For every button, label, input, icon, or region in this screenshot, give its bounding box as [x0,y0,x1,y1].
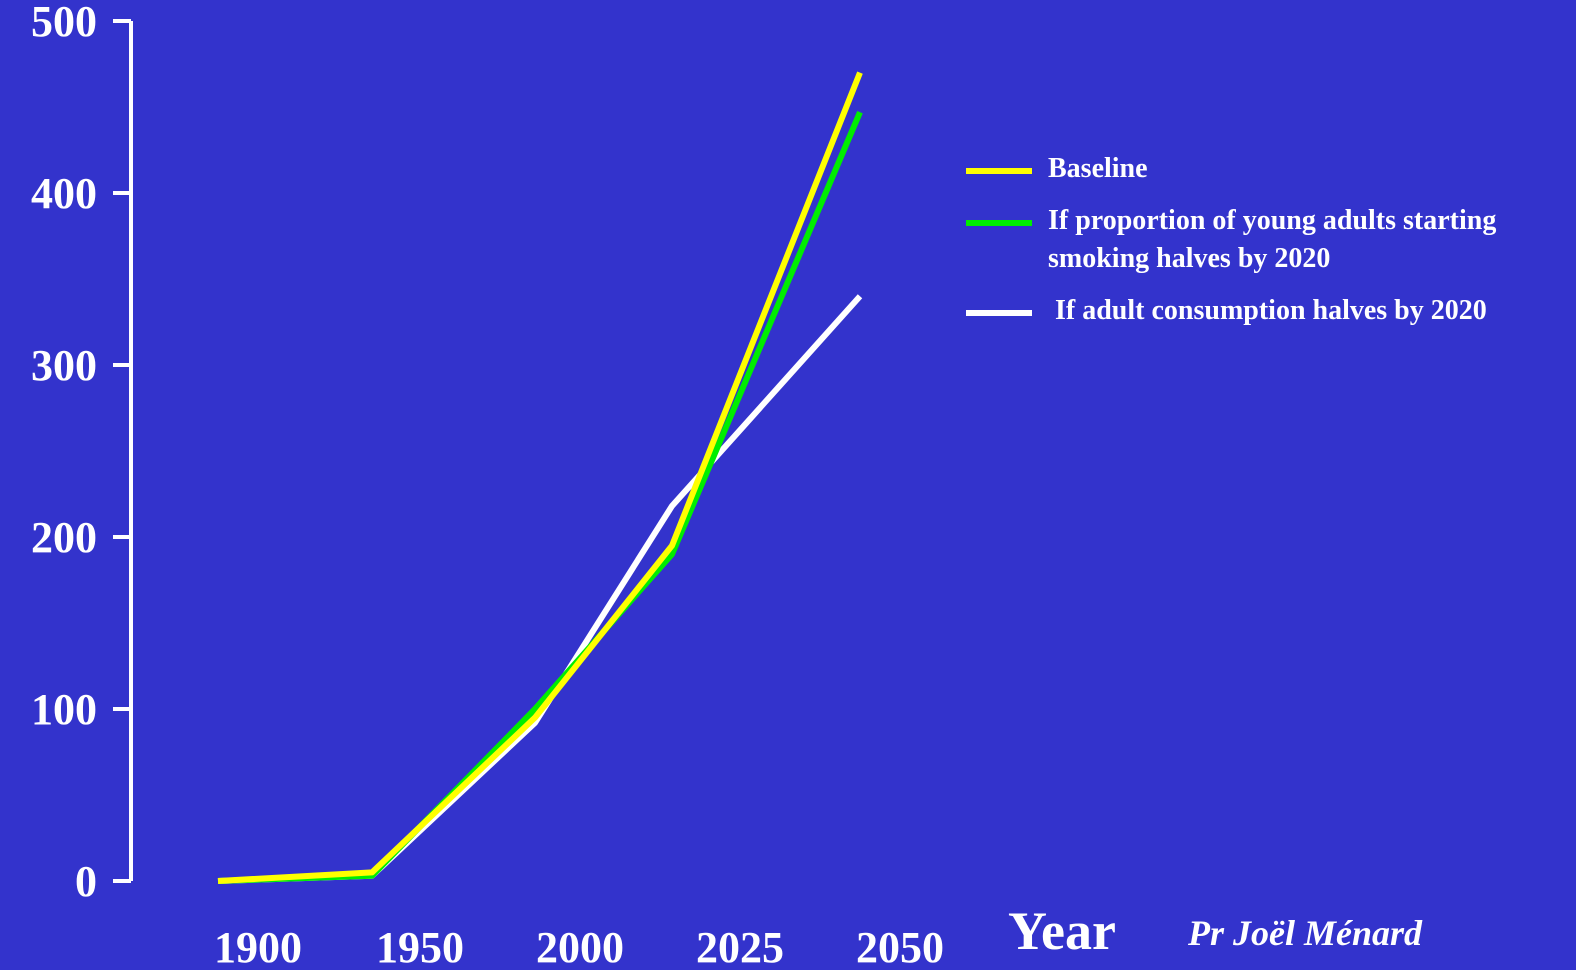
legend-label-adult-consumption: If adult consumption halves by 2020 [1048,295,1487,326]
legend-swatch-baseline [966,168,1032,174]
legend-swatch-young-adults [966,220,1032,226]
series-line-if-adult-consumption-halves-by-2020 [217,294,863,884]
legend-label-young-adults-line-2: smoking halves by 2020 [1048,243,1331,274]
x-tick-label-1950: 1950 [376,923,464,970]
y-tick-label-400: 400 [31,169,97,218]
x-tick-label-2025: 2025 [696,923,784,970]
series-layer [217,71,863,884]
x-tick-label-2050: 2050 [856,923,944,970]
tick-labels: 0 100 200 300 400 500 1900 1950 2000 2025 2050 [31,0,944,970]
legend-item-adult-consumption: If adult consumption halves by 2020 [966,292,1566,330]
y-tick-label-200: 200 [31,513,97,562]
legend-item-baseline: Baseline [966,150,1566,188]
series-line-baseline [217,71,863,884]
legend-item-young-adults: If proportion of young adults starting s… [966,202,1566,278]
author-credit: Pr Joël Ménard [1188,913,1422,953]
legend: Baseline If proportion of young adults s… [966,150,1566,344]
x-axis-title: Year [1008,901,1116,961]
x-tick-label-2000: 2000 [536,923,624,970]
legend-label-baseline: Baseline [1048,153,1148,184]
axes [113,19,133,883]
y-tick-label-0: 0 [75,857,97,906]
x-tick-label-1900: 1900 [214,923,302,970]
y-tick-label-100: 100 [31,685,97,734]
series-line-if-proportion-of-young-adults-starting-smoking-halves-by-2020 [217,111,863,884]
y-tick-label-300: 300 [31,341,97,390]
legend-swatch-adult-consumption [966,310,1032,316]
y-tick-label-500: 500 [31,0,97,46]
legend-label-young-adults-line-1: If proportion of young adults starting [1048,205,1497,236]
